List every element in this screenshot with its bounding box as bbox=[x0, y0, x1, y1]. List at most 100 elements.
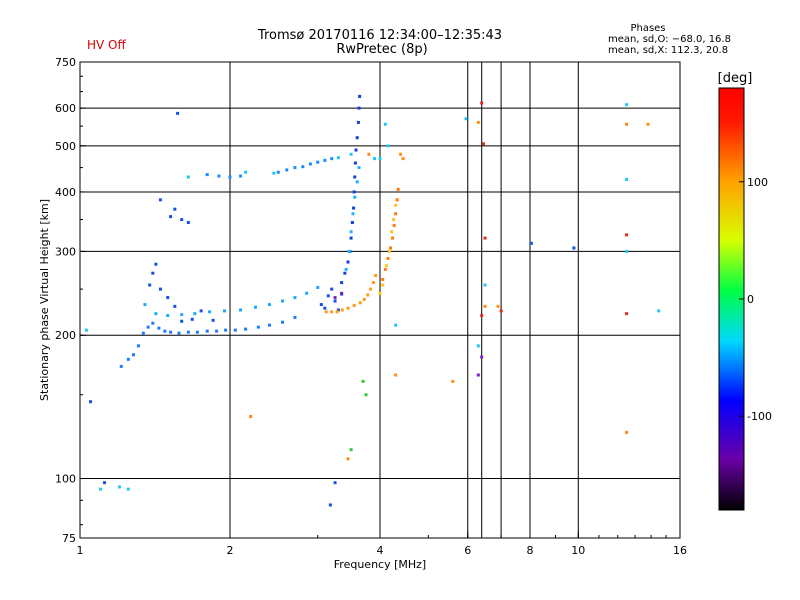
x-tick-label: 1 bbox=[77, 544, 84, 557]
data-point bbox=[357, 106, 361, 110]
data-point bbox=[366, 293, 370, 297]
data-point bbox=[357, 166, 361, 170]
data-point bbox=[499, 309, 503, 313]
data-point bbox=[464, 117, 468, 121]
data-point bbox=[154, 312, 158, 316]
data-point bbox=[166, 314, 170, 318]
data-point bbox=[346, 306, 350, 310]
x-tick-label: 8 bbox=[527, 544, 534, 557]
data-point bbox=[333, 299, 337, 303]
data-point bbox=[355, 136, 359, 140]
data-point bbox=[386, 144, 390, 148]
y-tick-label: 100 bbox=[55, 473, 76, 486]
data-point bbox=[352, 206, 356, 210]
x-tick-label: 6 bbox=[464, 544, 471, 557]
data-point bbox=[333, 296, 337, 300]
data-point bbox=[395, 198, 399, 202]
data-point bbox=[293, 166, 297, 170]
data-point bbox=[293, 315, 297, 319]
phases-legend-line-x: mean, sd,X: 112.3, 20.8 bbox=[608, 45, 728, 56]
colorbar-label: [deg] bbox=[718, 71, 753, 86]
data-point bbox=[205, 173, 209, 177]
data-point bbox=[186, 330, 190, 334]
data-point bbox=[381, 277, 385, 281]
data-point bbox=[228, 175, 232, 179]
data-point bbox=[625, 233, 629, 237]
data-point bbox=[157, 326, 161, 330]
data-point bbox=[451, 379, 455, 383]
data-point bbox=[253, 305, 257, 309]
data-point bbox=[323, 158, 327, 162]
data-point bbox=[381, 283, 385, 287]
y-tick-label: 400 bbox=[55, 186, 76, 199]
data-point bbox=[383, 267, 387, 271]
data-point bbox=[177, 331, 181, 335]
data-point bbox=[256, 325, 260, 329]
data-point bbox=[476, 344, 480, 348]
x-tick-label: 2 bbox=[227, 544, 234, 557]
data-point bbox=[190, 317, 194, 321]
data-point bbox=[151, 321, 155, 325]
data-point bbox=[223, 309, 227, 313]
data-point bbox=[625, 249, 629, 253]
data-point bbox=[169, 215, 173, 219]
data-point bbox=[193, 312, 197, 316]
data-point bbox=[481, 142, 485, 146]
data-point bbox=[340, 308, 344, 312]
data-point bbox=[151, 271, 155, 275]
data-point bbox=[267, 303, 271, 307]
data-point bbox=[281, 299, 285, 303]
data-point bbox=[625, 177, 629, 181]
data-point bbox=[233, 328, 237, 332]
data-point bbox=[126, 357, 130, 361]
data-point bbox=[349, 236, 353, 240]
data-point bbox=[496, 304, 500, 308]
hv-status-label: HV Off bbox=[87, 38, 126, 52]
data-point bbox=[154, 262, 158, 266]
data-point bbox=[356, 120, 360, 124]
data-point bbox=[364, 393, 368, 397]
data-point bbox=[349, 448, 353, 452]
data-point bbox=[239, 308, 243, 312]
data-point bbox=[361, 379, 365, 383]
data-point bbox=[378, 157, 382, 161]
data-point bbox=[89, 400, 93, 404]
data-point bbox=[394, 323, 398, 327]
data-point bbox=[195, 330, 199, 334]
data-point bbox=[369, 287, 373, 291]
data-point bbox=[301, 165, 305, 169]
data-point bbox=[244, 170, 248, 174]
data-point bbox=[355, 180, 359, 184]
data-point bbox=[136, 344, 140, 348]
data-point bbox=[383, 122, 387, 126]
data-point bbox=[336, 156, 340, 160]
data-point bbox=[148, 283, 152, 287]
data-point bbox=[267, 323, 271, 327]
data-point bbox=[239, 174, 243, 178]
data-point bbox=[390, 230, 394, 234]
data-point bbox=[529, 241, 533, 245]
data-point bbox=[330, 310, 334, 314]
data-point bbox=[224, 328, 228, 332]
data-point bbox=[335, 310, 339, 314]
data-point bbox=[158, 198, 162, 202]
data-point bbox=[319, 303, 323, 307]
data-point bbox=[173, 207, 177, 211]
data-point bbox=[330, 157, 334, 161]
data-point bbox=[176, 111, 180, 115]
data-point bbox=[480, 355, 484, 359]
data-point bbox=[392, 218, 396, 222]
data-point bbox=[480, 101, 484, 105]
y-tick-label: 600 bbox=[55, 102, 76, 115]
data-point bbox=[199, 309, 203, 313]
colorbar-tick-label: 0 bbox=[747, 293, 754, 306]
data-point bbox=[211, 318, 215, 322]
data-point bbox=[141, 331, 145, 335]
data-point bbox=[340, 281, 344, 285]
data-point bbox=[328, 503, 332, 507]
data-point bbox=[480, 314, 484, 318]
data-point bbox=[396, 187, 400, 191]
data-point bbox=[186, 175, 190, 179]
data-point bbox=[347, 249, 351, 253]
data-point bbox=[336, 308, 340, 312]
